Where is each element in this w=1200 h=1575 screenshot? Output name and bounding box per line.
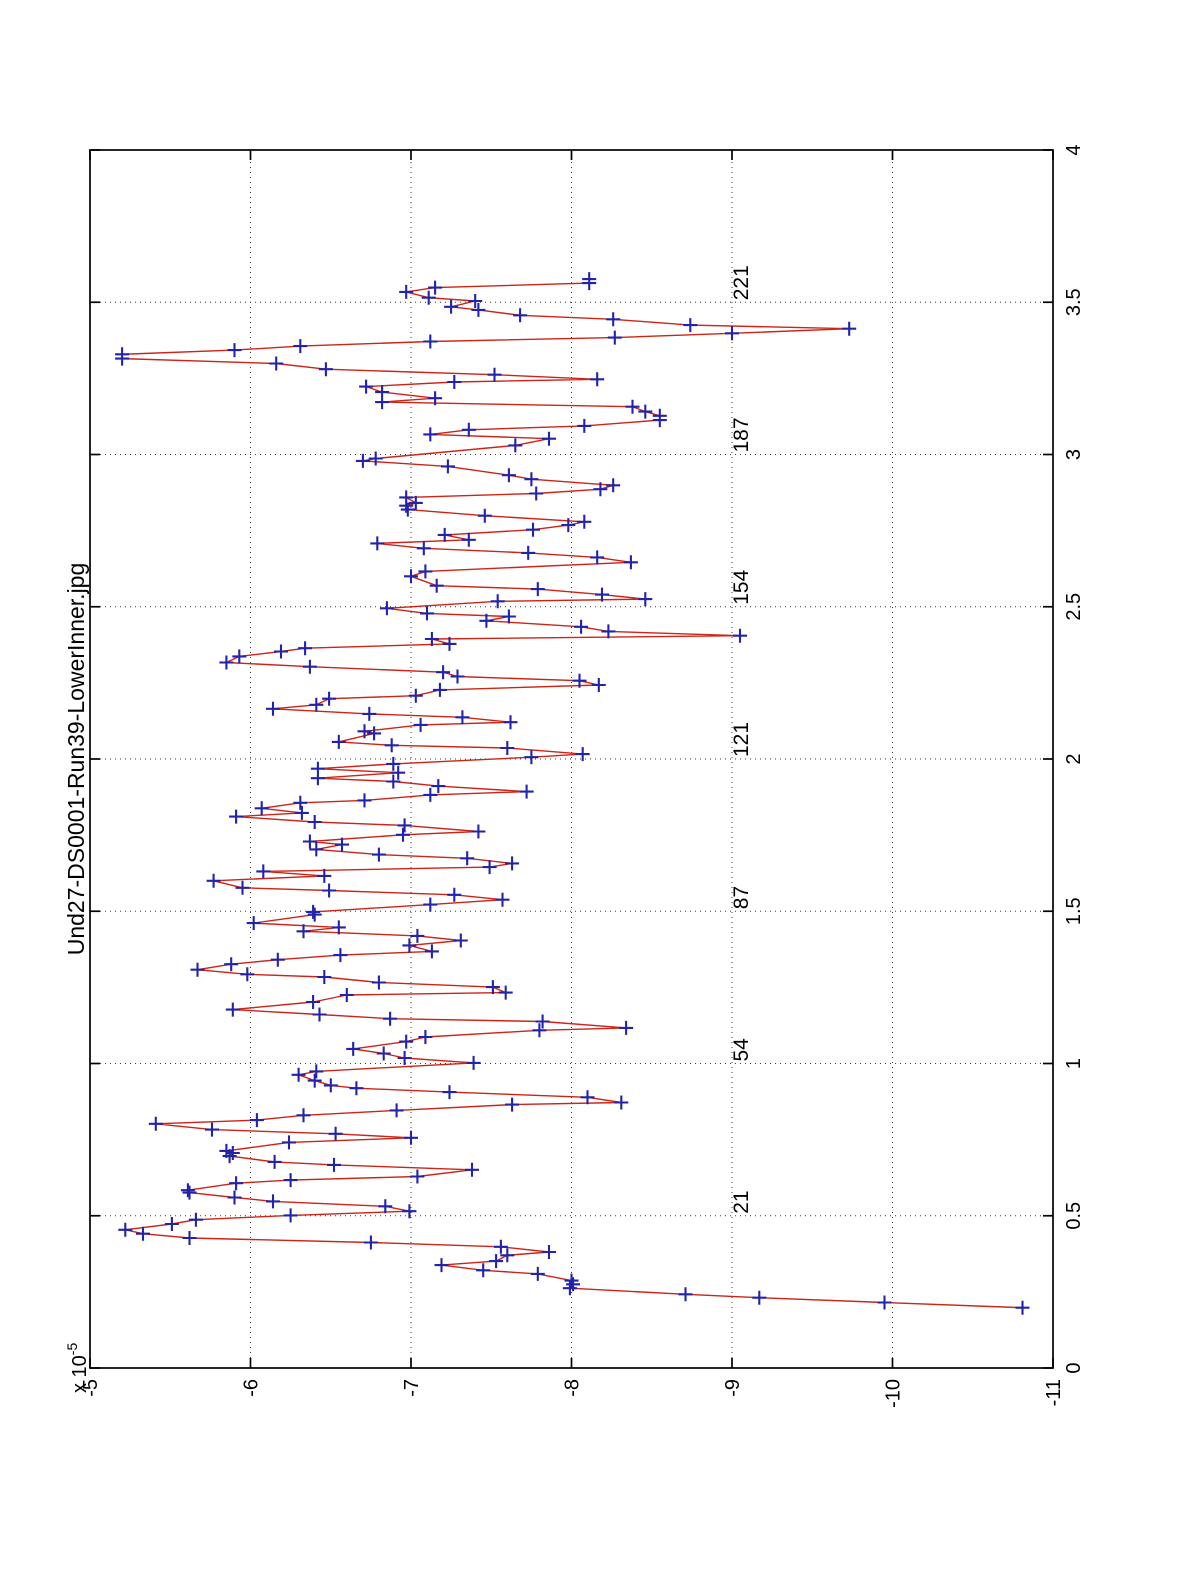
x-tick-label: 2.5: [1063, 593, 1085, 621]
x-tick-label: 3: [1063, 449, 1085, 460]
y-tick-label: -6: [241, 1379, 263, 1397]
x-tick-label: 2: [1063, 753, 1085, 764]
chart-title: Und27-DS0001-Run39-LowerInner.jpg: [63, 563, 89, 956]
y-tick-label: -9: [722, 1379, 744, 1397]
y-axis-exponent-power: -5: [64, 1343, 80, 1356]
x-tick-label: 0.5: [1063, 1202, 1085, 1230]
data-markers: [115, 272, 1030, 1315]
y-axis-exponent-label: x 10-5: [64, 1343, 91, 1393]
annotation-label: 121: [730, 722, 753, 757]
chart-generated-layer: 0 0.5 1 1.5 2 2.5 3 3.5 4 -5 -6 -7 -8 -9 -10 -11 21 54 87 1…: [80, 144, 1085, 1407]
annotation-label: 221: [730, 265, 753, 300]
annotation-label: 54: [730, 1038, 753, 1062]
data-polyline: [121, 279, 1023, 1309]
x-tick-label: 1.5: [1063, 897, 1085, 925]
y-tick-label: -11: [1043, 1379, 1065, 1406]
y-tick-label: -8: [562, 1379, 584, 1397]
y-axis-exponent-base: x 10: [69, 1355, 91, 1393]
x-tick-label: 0: [1063, 1362, 1085, 1373]
x-tick-label: 4: [1063, 144, 1085, 155]
x-tick-label: 1: [1063, 1058, 1085, 1069]
annotation-label: 21: [730, 1190, 753, 1213]
y-tick-label: -5: [80, 1379, 102, 1397]
y-tick-label: -10: [883, 1379, 905, 1408]
annotation-label: 187: [730, 417, 753, 452]
annotation-label: 154: [730, 569, 753, 604]
x-tick-label: 3.5: [1063, 288, 1085, 316]
y-tick-label: -7: [401, 1379, 423, 1397]
annotation-label: 87: [730, 886, 753, 909]
